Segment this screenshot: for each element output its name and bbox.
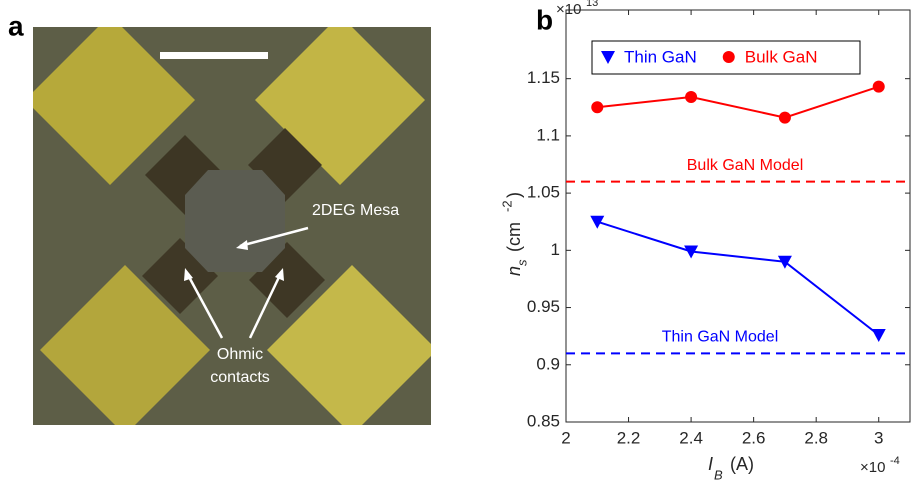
reference-label: Bulk GaN Model [687, 157, 804, 174]
x-multiplier: -4 [890, 455, 900, 467]
series-line [596, 220, 880, 336]
x-tick-label: 2.6 [742, 428, 766, 447]
point [871, 329, 886, 343]
y-tick-label: 1 [551, 240, 560, 259]
y-tick-label: 0.85 [527, 411, 560, 430]
x-axis-label: B [714, 467, 723, 482]
x-multiplier: ×10 [860, 459, 885, 476]
mesa-label: 2DEG Mesa [312, 202, 399, 219]
y-tick-label: 1.1 [536, 125, 560, 144]
legend: Thin GaN Bulk GaN [591, 40, 861, 75]
y-axis-label: ns (cm -2) [499, 192, 529, 276]
legend-label: Bulk GaN [745, 47, 818, 66]
plot-frame [565, 9, 911, 423]
y-axis-label: (cm [504, 222, 524, 252]
x-tick-label: 2 [561, 428, 570, 447]
legend-label: Thin GaN [624, 47, 697, 66]
y-axis-label: ) [504, 192, 524, 198]
y-multiplier: ×10 [556, 1, 581, 18]
legend-marker [722, 51, 735, 63]
legend-marker [601, 51, 615, 64]
y-axis-label: s [514, 259, 529, 266]
x-axis-label: I [708, 454, 713, 474]
reference-label: Thin GaN Model [662, 329, 779, 346]
point [685, 90, 698, 103]
x-tick-label: 2.8 [804, 428, 828, 447]
y-tick-label: 1.15 [527, 68, 560, 87]
y-tick-label: 1.05 [527, 183, 560, 202]
contact-label: Ohmic [217, 346, 263, 363]
y-tick-label: 0.9 [536, 354, 560, 373]
y-tick-label: 0.95 [527, 297, 560, 316]
contact-label: contacts [210, 369, 270, 386]
panel-label: a [8, 10, 24, 41]
y-axis-label: -2 [499, 200, 514, 212]
x-axis-label: (A) [730, 454, 754, 474]
micrograph: 2DEG Mesa Ohmic contacts [33, 27, 431, 425]
point [777, 255, 792, 269]
x-tick-label: 3 [874, 428, 883, 447]
x-tick-label: 2.4 [679, 428, 703, 447]
x-tick-label: 2.2 [617, 428, 641, 447]
point [872, 80, 885, 93]
y-axis-label: n [504, 266, 524, 276]
point [590, 215, 605, 229]
point [591, 101, 604, 114]
chart: 0.85 0.9 0.95 1 1.05 1.1 1.15 2 2.2 2.4 2.6 2.8 3 ×10… [499, 0, 911, 482]
panel-label: b [536, 4, 553, 35]
point [778, 111, 791, 124]
point [684, 245, 699, 259]
y-multiplier: 13 [586, 0, 598, 9]
series-line [597, 85, 880, 119]
